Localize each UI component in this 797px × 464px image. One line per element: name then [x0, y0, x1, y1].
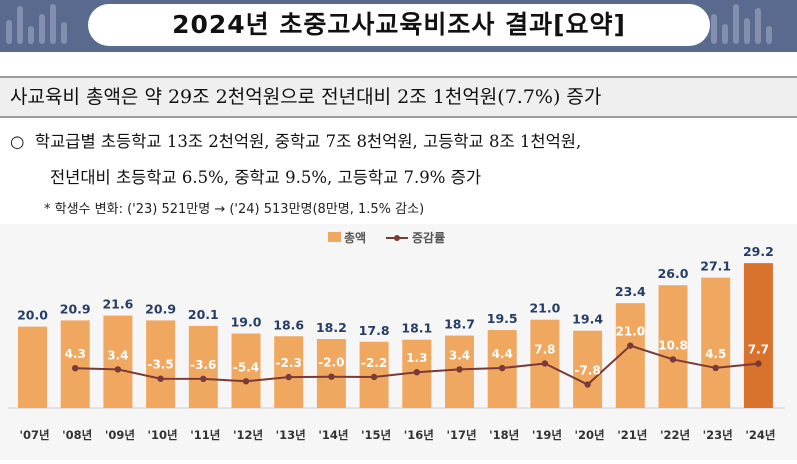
bar-value-label-11: 19.5 [487, 311, 518, 326]
rate-point-10 [456, 366, 463, 373]
rate-point-4 [200, 375, 207, 383]
bar-value-label-2: 21.6 [102, 297, 133, 312]
x-tick-label-13: '20년 [575, 428, 605, 442]
legend-label-rate: 증감률 [412, 230, 445, 245]
bar-4 [188, 325, 218, 408]
rate-value-label-3: -3.5 [147, 358, 173, 372]
rate-value-label-5: -5.4 [233, 360, 259, 374]
x-tick-label-0: '07년 [19, 428, 49, 442]
rate-value-label-6: -2.3 [276, 356, 302, 370]
bar-5 [231, 333, 261, 408]
summary-headline: 사교육비 총액은 약 29조 2천억원으로 전년대비 2조 1천억원(7.7%)… [0, 76, 797, 118]
rate-value-label-4: -3.6 [190, 358, 216, 372]
rate-value-label-10: 3.4 [449, 348, 470, 362]
rate-point-5 [242, 378, 250, 385]
student-count-note: * 학생수 변화: ('23) 521만명 → ('24) 513만명(8만명,… [44, 202, 425, 217]
expenditure-chart: 총액 증감률 20.0 '07년 20.9 '08년 21.6 '09년 20.9 '10년 20.… [0, 224, 797, 460]
bullet-line-1: ○ 학교급별 초등학교 13조 2천억원, 중학교 7조 8천억원, 고등학교 … [10, 128, 581, 152]
x-tick-label-7: '14년 [318, 428, 348, 442]
bar-2 [103, 315, 133, 408]
rate-point-9 [413, 369, 420, 376]
rate-point-15 [669, 356, 677, 363]
rate-point-16 [712, 364, 719, 372]
legend-swatch-total [328, 232, 341, 242]
rate-point-3 [157, 375, 164, 382]
rate-value-label-12: 7.8 [534, 342, 555, 356]
bar-value-label-13: 19.4 [572, 312, 603, 327]
x-tick-label-9: '16년 [404, 428, 434, 442]
bar-value-label-5: 19.0 [231, 315, 262, 330]
x-tick-label-16: '23년 [703, 428, 733, 442]
rate-point-7 [328, 373, 335, 380]
x-tick-label-8: '15년 [361, 428, 391, 442]
bar-value-label-12: 21.0 [529, 301, 560, 316]
x-tick-label-10: '17년 [446, 428, 476, 442]
x-tick-label-14: '21년 [617, 428, 647, 442]
rate-point-17 [755, 360, 762, 367]
rate-value-label-2: 3.4 [107, 348, 128, 362]
x-tick-label-15: '22년 [660, 428, 690, 442]
bar-17 [743, 263, 773, 408]
rate-value-label-7: -2.0 [318, 356, 344, 370]
bar-1 [60, 320, 90, 408]
title-banner: 2024년 초중고사교육비조사 결과[요약] [0, 0, 797, 52]
chart-svg: 총액 증감률 20.0 '07년 20.9 '08년 21.6 '09년 20.9 '10년 20.… [8, 230, 785, 442]
bar-value-label-0: 20.0 [17, 308, 48, 323]
bar-16 [701, 277, 731, 408]
bar-value-label-10: 18.7 [444, 317, 475, 332]
rate-value-label-13: -7.8 [574, 364, 600, 378]
rate-point-2 [114, 366, 122, 373]
bullet-marker: ○ [10, 132, 25, 151]
bullet-text-1: 학교급별 초등학교 13조 2천억원, 중학교 7조 8천억원, 고등학교 8조… [34, 132, 582, 151]
x-tick-label-1: '08년 [62, 428, 92, 442]
x-tick-label-5: '12년 [233, 428, 263, 442]
bar-6 [274, 336, 304, 408]
rate-point-14 [627, 342, 634, 349]
bar-13 [573, 330, 603, 408]
page-title: 2024년 초중고사교육비조사 결과[요약] [88, 4, 710, 46]
bar-3 [146, 320, 176, 408]
bar-value-label-1: 20.9 [60, 301, 91, 316]
bar-15 [658, 285, 688, 408]
bar-value-label-16: 27.1 [700, 259, 731, 274]
bar-value-label-15: 26.0 [658, 266, 689, 281]
legend-marker-rate [394, 235, 400, 241]
bar-value-label-8: 17.8 [359, 323, 390, 338]
bar-value-label-17: 29.2 [743, 244, 774, 259]
x-tick-label-2: '09년 [105, 428, 135, 442]
decorative-stripes-right [711, 4, 791, 48]
rate-value-label-14: 21.0 [615, 325, 645, 339]
legend-label-total: 총액 [344, 230, 366, 245]
rate-value-label-11: 4.4 [492, 347, 513, 361]
bar-value-label-7: 18.2 [316, 320, 347, 335]
bar-value-label-14: 23.4 [615, 284, 646, 299]
bar-value-label-9: 18.1 [401, 321, 432, 336]
rate-point-1 [72, 364, 79, 372]
rate-point-11 [499, 364, 506, 372]
bar-0 [18, 326, 47, 408]
x-tick-label-12: '19년 [532, 428, 562, 442]
rate-point-12 [541, 360, 549, 367]
x-tick-label-17: '24년 [745, 428, 775, 442]
rate-value-label-16: 4.5 [705, 347, 726, 361]
bar-value-label-4: 20.1 [188, 307, 219, 322]
rate-value-label-15: 10.8 [658, 338, 688, 352]
bar-value-label-3: 20.9 [145, 301, 176, 316]
rate-value-label-17: 7.7 [748, 343, 769, 357]
x-tick-label-3: '10년 [148, 428, 178, 442]
x-tick-label-11: '18년 [489, 428, 519, 442]
x-tick-label-6: '13년 [276, 428, 306, 442]
x-tick-label-4: '11년 [190, 428, 220, 442]
rate-value-label-9: 1.3 [406, 351, 427, 365]
bar-value-label-6: 18.6 [273, 317, 304, 332]
rate-point-8 [370, 373, 378, 381]
rate-value-label-1: 4.3 [65, 347, 86, 361]
rate-point-6 [285, 373, 292, 381]
bullet-text-2: 전년대비 초등학교 6.5%, 중학교 9.5%, 고등학교 7.9% 증가 [50, 168, 482, 187]
decorative-stripes-left [6, 4, 86, 48]
rate-point-13 [584, 381, 591, 388]
rate-value-label-8: -2.2 [361, 356, 387, 370]
